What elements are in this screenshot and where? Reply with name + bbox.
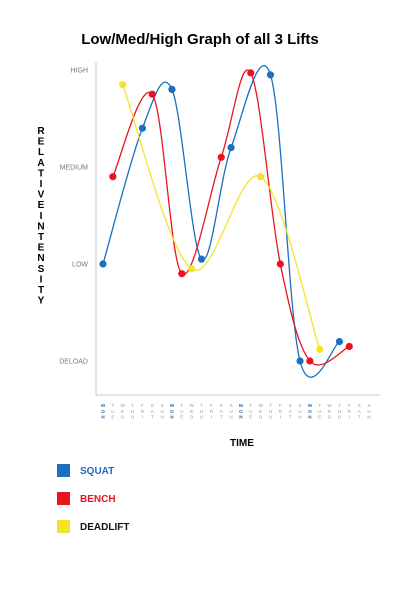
y-axis-label-letter: T	[38, 168, 44, 179]
y-axis-label-letter: T	[38, 285, 44, 296]
series-line-deadlift	[122, 84, 321, 350]
data-point-squat	[335, 338, 344, 346]
legend-swatch-bench	[57, 492, 70, 505]
y-axis-label-letter: V	[38, 190, 45, 201]
y-tick-label: LOW	[72, 262, 88, 269]
data-point-deadlift	[257, 173, 265, 181]
legend-label-squat: SQUAT	[80, 466, 114, 477]
y-axis-label-letter: Y	[38, 296, 45, 307]
legend: SQUAT BENCH DEADLIFT	[57, 464, 129, 533]
y-axis-label-letter: I	[40, 211, 43, 222]
data-point-deadlift	[119, 80, 127, 89]
series-line-bench	[112, 69, 350, 366]
y-axis-ticks: DELOAD LOW MEDIUM HIGH	[59, 68, 88, 366]
legend-swatch-squat	[57, 464, 70, 477]
data-point-squat	[197, 255, 206, 263]
chart-title: Low/Med/High Graph of all 3 Lifts	[81, 31, 319, 48]
data-point-bench	[148, 90, 156, 98]
legend-swatch-deadlift	[57, 520, 70, 533]
y-axis-label-letter: N	[37, 253, 44, 264]
legend-label-bench: BENCH	[80, 494, 116, 505]
data-point-bench	[217, 153, 225, 161]
legend-label-deadlift: DEADLIFT	[80, 522, 129, 533]
data-point-squat	[138, 124, 147, 132]
y-axis-label-letter: S	[38, 264, 45, 275]
data-point-squat	[168, 85, 176, 93]
y-axis-label-letter: E	[38, 200, 45, 211]
data-point-deadlift	[316, 345, 324, 353]
data-point-bench	[109, 173, 117, 181]
data-point-bench	[345, 342, 353, 351]
y-axis-label-letter: I	[40, 274, 43, 285]
data-point-bench	[276, 260, 284, 268]
y-tick-label: HIGH	[71, 68, 89, 75]
data-point-squat	[266, 71, 275, 79]
data-point-bench	[247, 69, 255, 77]
y-axis-label-letter: R	[37, 126, 45, 137]
y-axis-label-letter: L	[38, 147, 44, 158]
series-layer	[99, 65, 353, 378]
y-axis-label-letter: N	[37, 221, 44, 232]
data-point-deadlift	[188, 265, 196, 273]
x-axis-label: TIME	[230, 438, 254, 449]
y-tick-label: MEDIUM	[60, 165, 89, 172]
y-tick-label: DELOAD	[59, 359, 88, 366]
series-line-squat	[102, 65, 340, 378]
y-axis-label-letter: E	[38, 137, 45, 148]
data-point-squat	[296, 357, 304, 365]
y-axis-label-letter: E	[38, 243, 45, 254]
data-point-bench	[306, 357, 314, 365]
y-axis-label-letter: A	[37, 158, 44, 169]
y-axis-label-letter: T	[38, 232, 44, 243]
data-point-squat	[99, 260, 107, 268]
data-point-bench	[178, 270, 186, 278]
x-axis-ticks: M O N T U E W E D T H U F R I S A T S U N M O N T U E W E D T H U F R I S A T S…	[101, 403, 371, 420]
y-axis-label-letter: I	[40, 179, 43, 190]
data-point-squat	[227, 144, 235, 152]
